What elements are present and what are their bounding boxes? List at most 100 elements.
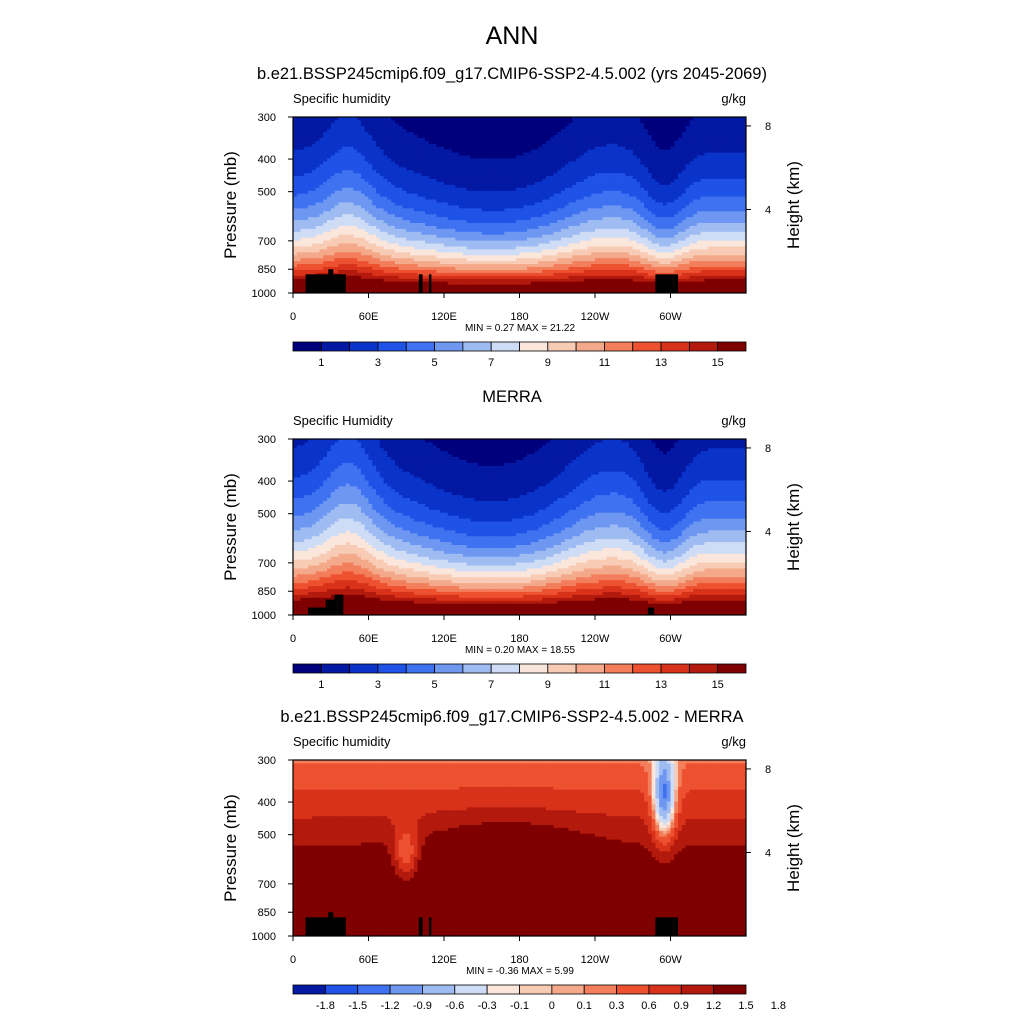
field-cell xyxy=(436,255,440,258)
field-cell xyxy=(553,258,557,261)
field-cell xyxy=(648,252,652,255)
field-cell xyxy=(667,243,671,246)
field-cell xyxy=(640,182,644,185)
field-cell xyxy=(418,205,422,208)
field-cell xyxy=(308,246,312,249)
field-cell xyxy=(625,249,629,252)
field-cell xyxy=(712,255,716,258)
field-cell xyxy=(421,205,425,208)
field-cell xyxy=(553,281,557,284)
field-cell xyxy=(644,287,648,290)
field-cell xyxy=(516,287,520,290)
field-cell xyxy=(410,240,414,243)
field-cell xyxy=(584,243,588,246)
field-cell xyxy=(399,228,403,231)
field-cell xyxy=(297,217,301,220)
field-cell xyxy=(452,184,456,187)
field-cell xyxy=(580,196,584,199)
field-cell xyxy=(482,272,486,275)
field-cell xyxy=(297,272,301,275)
field-cell xyxy=(682,199,686,202)
field-cell xyxy=(433,252,437,255)
field-cell xyxy=(410,223,414,226)
field-cell xyxy=(659,202,663,205)
field-cell xyxy=(399,179,403,182)
field-cell xyxy=(402,270,406,273)
field-cell xyxy=(410,199,414,202)
field-cell xyxy=(720,182,724,185)
field-cell xyxy=(697,261,701,264)
field-cell xyxy=(470,252,474,255)
field-cell xyxy=(357,275,361,278)
field-cell xyxy=(501,202,505,205)
field-cell xyxy=(553,199,557,202)
field-cell xyxy=(455,237,459,240)
field-cell xyxy=(648,237,652,240)
field-cell xyxy=(425,187,429,190)
field-cell xyxy=(455,208,459,211)
field-cell xyxy=(372,193,376,196)
field-cell xyxy=(455,267,459,270)
field-cell xyxy=(395,258,399,261)
field-cell xyxy=(482,173,486,176)
field-cell xyxy=(587,176,591,179)
field-cell xyxy=(561,231,565,234)
field-cell xyxy=(501,208,505,211)
field-cell xyxy=(444,217,448,220)
field-cell xyxy=(501,243,505,246)
field-cell xyxy=(580,252,584,255)
field-cell xyxy=(603,234,607,237)
field-cell xyxy=(599,173,603,176)
field-cell xyxy=(467,193,471,196)
field-cell xyxy=(380,211,384,214)
field-cell xyxy=(618,281,622,284)
field-cell xyxy=(610,272,614,275)
field-cell xyxy=(384,196,388,199)
field-cell xyxy=(652,234,656,237)
field-cell xyxy=(308,267,312,270)
right-label: g/kg xyxy=(721,91,746,106)
field-cell xyxy=(448,226,452,229)
field-cell xyxy=(693,249,697,252)
field-cell xyxy=(331,228,335,231)
field-cell xyxy=(550,226,554,229)
field-cell xyxy=(648,182,652,185)
field-cell xyxy=(384,264,388,267)
field-cell xyxy=(701,202,705,205)
field-cell xyxy=(572,267,576,270)
field-cell xyxy=(697,246,701,249)
field-cell xyxy=(410,272,414,275)
field-cell xyxy=(474,255,478,258)
field-cell xyxy=(467,228,471,231)
field-cell xyxy=(667,208,671,211)
field-cell xyxy=(527,287,531,290)
field-cell xyxy=(319,228,323,231)
field-cell xyxy=(482,182,486,185)
field-cell xyxy=(429,270,433,273)
field-cell xyxy=(508,252,512,255)
field-cell xyxy=(478,264,482,267)
field-cell xyxy=(467,252,471,255)
field-cell xyxy=(335,223,339,226)
field-cell xyxy=(727,258,731,261)
field-cell xyxy=(467,211,471,214)
field-cell xyxy=(335,255,339,258)
field-cell xyxy=(399,176,403,179)
field-cell xyxy=(587,255,591,258)
field-cell xyxy=(557,182,561,185)
field-cell xyxy=(470,249,474,252)
field-cell xyxy=(599,190,603,193)
field-cell xyxy=(497,281,501,284)
field-cell xyxy=(433,202,437,205)
field-cell xyxy=(335,208,339,211)
field-cell xyxy=(689,252,693,255)
field-cell xyxy=(342,231,346,234)
field-cell xyxy=(580,278,584,281)
field-cell xyxy=(387,170,391,173)
field-cell xyxy=(369,258,373,261)
field-cell xyxy=(402,208,406,211)
field-cell xyxy=(655,261,659,264)
field-cell xyxy=(429,223,433,226)
field-cell xyxy=(671,190,675,193)
field-cell xyxy=(674,223,678,226)
